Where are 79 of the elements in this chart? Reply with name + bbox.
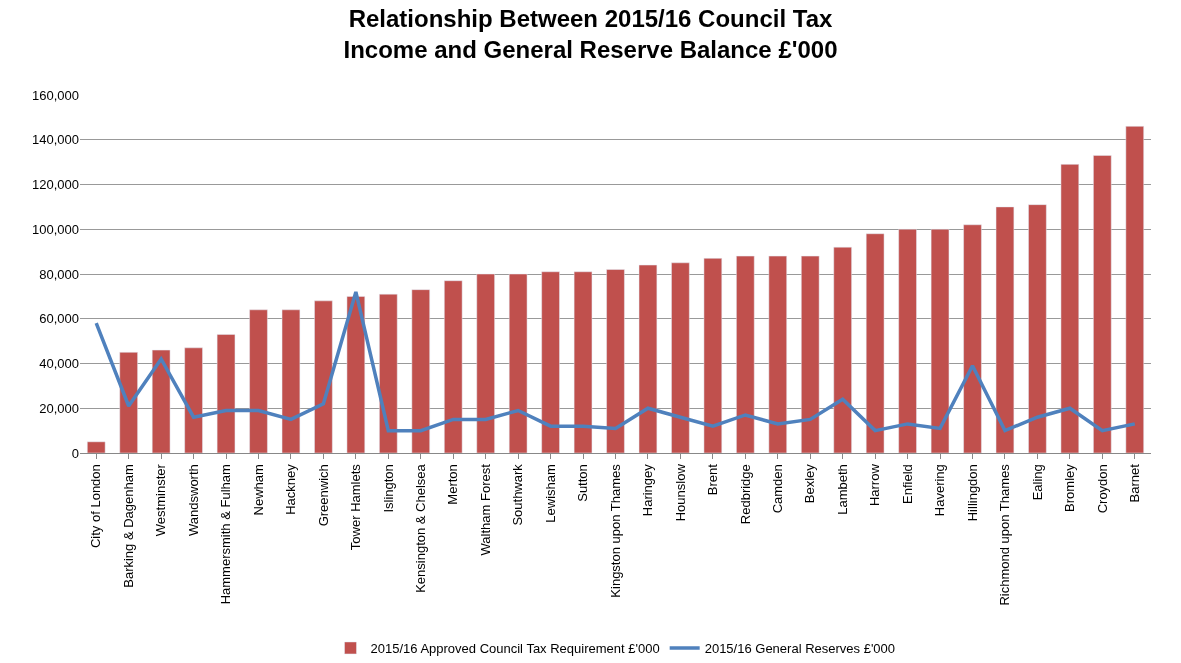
chart-title: Relationship Between 2015/16 Council Tax Income and General Reserve Balance £'000 [343,4,838,63]
x-tick-label: Wandsworth [185,464,201,536]
x-tick-label: Hounslow [672,463,688,522]
bar [314,300,333,453]
bar [833,246,852,453]
x-tick-label: Hackney [283,463,299,515]
x-tick-label: Bexley [802,463,818,504]
y-tick-label: 60,000 [39,311,79,327]
bar [249,309,268,453]
bar [1125,126,1144,453]
bar [379,293,398,453]
bar [1060,164,1080,453]
bar [508,273,528,453]
x-tick-label: Kensington & Chelsea [412,463,428,593]
x-tick-label: Greenwich [315,464,331,527]
y-tick-label: 160,000 [32,87,79,103]
bar [736,255,755,453]
bar [411,289,430,453]
x-tick-label: Brent [705,463,721,496]
y-tick-label: 100,000 [32,221,79,237]
bar [1093,155,1112,453]
x-tick-label: Islington [380,464,396,513]
x-tick-label: Richmond upon Thames [997,463,1013,606]
x-tick-label: Lewisham [542,464,558,523]
y-tick-label: 120,000 [32,177,79,193]
bar [1028,204,1047,453]
bar [768,255,787,453]
bar [87,441,106,453]
legend-label: 2015/16 General Reserves £'000 [704,641,896,657]
x-tick-label: Enfield [899,464,915,504]
bar [216,334,236,453]
x-tick-label: Hillingdon [964,464,980,522]
bar [444,280,463,453]
line-series [94,290,1137,433]
bar [801,255,820,453]
x-tick-label: Merton [445,464,461,505]
bar [119,352,138,453]
x-tick-label: Waltham Forest [477,463,493,556]
x-tick-label: Camden [769,464,785,514]
bar [476,273,495,453]
y-tick-label: 140,000 [32,132,79,148]
x-tick-label: City of London [88,464,104,549]
x-tick-label: Barking & Dagenham [120,464,136,588]
x-tick-label: Newham [250,464,266,516]
y-tick-label: 0 [71,445,79,461]
x-tick-label: Croydon [1094,464,1110,514]
y-tick-label: 80,000 [39,266,79,282]
bar [573,271,593,453]
x-tick-label: Ealing [1029,464,1045,501]
x-tick-label: Haringey [640,463,656,517]
x-tick-label: Harrow [867,463,883,507]
x-tick-label: Bromley [1062,463,1078,512]
x-tick-label: Southwark [510,463,526,526]
bar [606,269,625,453]
x-tick-label: Hammersmith & Fulham [218,464,234,605]
bar [638,264,658,453]
bar [995,206,1015,453]
bar [963,224,982,453]
bar [865,233,885,453]
bar [151,349,171,453]
x-tick-label: Sutton [575,464,591,502]
bar [703,258,723,453]
bar [541,271,560,453]
x-tick-label: Lambeth [834,464,850,515]
bar [898,229,917,453]
y-tick-label: 20,000 [39,400,79,416]
x-tick-label: Barnet [1126,463,1142,503]
y-tick-label: 40,000 [39,356,79,372]
x-tick-label: Kingston upon Thames [607,463,623,598]
legend-label: 2015/16 Approved Council Tax Requirement £'000 [370,641,660,657]
bar [930,229,950,453]
bar [184,347,203,453]
bar [346,296,366,453]
bar [671,262,690,453]
x-tick-label: Westminster [153,463,169,537]
x-tick-label: Havering [932,464,948,517]
bar [281,309,301,453]
x-tick-label: Redbridge [737,464,753,525]
x-tick-label: Tower Hamlets [348,463,364,551]
